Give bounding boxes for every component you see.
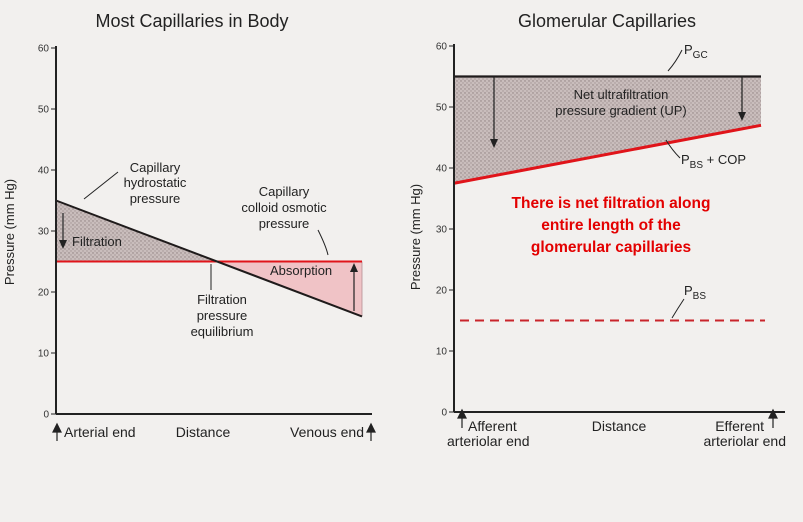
arterial-end-label: Arterial end bbox=[64, 424, 136, 440]
annotation-hydrostatic: Capillary hydrostatic pressure bbox=[83, 160, 187, 206]
pgc-label: PGC bbox=[684, 42, 708, 61]
pgc-sub: GC bbox=[693, 50, 708, 61]
pbs-label: PBS bbox=[684, 283, 706, 302]
venous-end-label: Venous end bbox=[290, 424, 364, 440]
series-line-pbs-cop bbox=[453, 123, 762, 185]
filtration-arrow-head bbox=[59, 240, 67, 249]
y-axis-label: Pressure (mm Hg) bbox=[408, 184, 423, 290]
x-end-label: Venous end bbox=[290, 422, 376, 441]
y-tick-label: 30 bbox=[436, 225, 448, 236]
chart-panel-body-capillaries: Most Capillaries in Body 0 10 20 30 40 50 60 P… bbox=[0, 0, 400, 522]
equilibrium-label-line2: pressure bbox=[197, 308, 248, 323]
annotation-up: Net ultrafiltration pressure gradient (U… bbox=[490, 76, 746, 148]
efferent-label-line1: Efferent bbox=[715, 418, 764, 434]
pgc-leader-line bbox=[667, 49, 683, 72]
x-axis-label: Distance bbox=[592, 418, 647, 434]
y-tick-label: 30 bbox=[38, 227, 50, 238]
y-tick-label: 20 bbox=[38, 288, 50, 299]
pbs-cop-main: P bbox=[681, 152, 690, 167]
annotation-oncotic: Capillary colloid osmotic pressure bbox=[241, 184, 329, 256]
y-tick-label: 50 bbox=[38, 105, 50, 116]
y-tick-label: 0 bbox=[43, 410, 49, 421]
hydrostatic-label-line3: pressure bbox=[130, 191, 181, 206]
y-tick-label: 10 bbox=[38, 349, 50, 360]
absorption-arrow-head bbox=[350, 263, 358, 272]
equilibrium-label-line1: Filtration bbox=[197, 292, 247, 307]
filtration-label: Filtration bbox=[72, 234, 122, 249]
up-arrow-left-head bbox=[490, 139, 498, 148]
annotation-filtration: Filtration bbox=[59, 213, 122, 249]
pbs-leader-line bbox=[671, 298, 685, 319]
pbs-cop-leader-line bbox=[665, 139, 681, 159]
glomerular-capillaries-chart: Glomerular Capillaries 0 10 20 30 40 50 60 Pre… bbox=[408, 11, 787, 449]
afferent-end-arrow-icon bbox=[457, 408, 467, 428]
pbs-cop-sub: BS bbox=[690, 160, 704, 171]
pbs-main: P bbox=[684, 283, 693, 298]
x-start-label: Arterial end bbox=[52, 422, 136, 441]
hydrostatic-label-line1: Capillary bbox=[130, 160, 181, 175]
oncotic-label-line3: pressure bbox=[259, 216, 310, 231]
chart-panel-glomerular-capillaries: Glomerular Capillaries 0 10 20 30 40 50 60 Pre… bbox=[400, 0, 803, 522]
efferent-end-arrow-icon bbox=[768, 408, 778, 428]
body-capillaries-chart: Most Capillaries in Body 0 10 20 30 40 50 60 P… bbox=[2, 11, 376, 441]
afferent-label-line2: arteriolar end bbox=[447, 433, 530, 449]
up-arrow-right-head bbox=[738, 112, 746, 121]
y-tick-label: 60 bbox=[38, 44, 50, 55]
note-line2: entire length of the bbox=[541, 217, 681, 234]
annotation-pgc: PGC bbox=[667, 42, 708, 72]
x-end-label: Efferent arteriolar end bbox=[704, 408, 787, 449]
equilibrium-label-line3: equilibrium bbox=[191, 324, 254, 339]
annotation-pbs-cop: PBS + COP bbox=[665, 139, 746, 171]
annotation-absorption: Absorption bbox=[270, 263, 358, 311]
hydrostatic-leader-line bbox=[83, 171, 119, 200]
oncotic-leader-line bbox=[317, 229, 329, 256]
pgc-main: P bbox=[684, 42, 693, 57]
y-tick-label: 60 bbox=[436, 42, 448, 53]
y-tick-label: 10 bbox=[436, 347, 448, 358]
arterial-end-arrow-icon bbox=[52, 422, 62, 441]
oncotic-label-line2: colloid osmotic bbox=[241, 200, 327, 215]
up-label-line2: pressure gradient (UP) bbox=[555, 103, 687, 118]
pbs-cop-suffix: + COP bbox=[703, 152, 746, 167]
x-axis-label: Distance bbox=[176, 424, 231, 440]
chart-title: Glomerular Capillaries bbox=[518, 11, 696, 31]
hydrostatic-label-line2: hydrostatic bbox=[124, 175, 187, 190]
pbs-sub: BS bbox=[693, 291, 707, 302]
oncotic-label-line1: Capillary bbox=[259, 184, 310, 199]
up-label-line1: Net ultrafiltration bbox=[574, 87, 669, 102]
ultrafiltration-region bbox=[454, 76, 761, 184]
y-tick-label: 50 bbox=[436, 103, 448, 114]
afferent-label-line1: Afferent bbox=[468, 418, 517, 434]
y-tick-label: 40 bbox=[38, 166, 50, 177]
series-line-hydrostatic bbox=[55, 199, 363, 318]
efferent-label-line2: arteriolar end bbox=[704, 433, 787, 449]
pbs-cop-label: PBS + COP bbox=[681, 152, 746, 171]
chart-title: Most Capillaries in Body bbox=[95, 11, 288, 31]
absorption-label: Absorption bbox=[270, 263, 332, 278]
y-axis-label: Pressure (mm Hg) bbox=[2, 179, 17, 285]
y-tick-label: 0 bbox=[441, 408, 447, 419]
note-line3: glomerular capillaries bbox=[531, 239, 691, 256]
net-filtration-note: There is net filtration along entire len… bbox=[512, 195, 711, 256]
note-line1: There is net filtration along bbox=[512, 195, 711, 212]
y-tick-label: 40 bbox=[436, 164, 448, 175]
annotation-pbs: PBS bbox=[671, 283, 706, 319]
y-tick-label: 20 bbox=[436, 286, 448, 297]
venous-end-arrow-icon bbox=[366, 422, 376, 441]
annotation-equilibrium: Filtration pressure equilibrium bbox=[191, 264, 254, 339]
x-start-label: Afferent arteriolar end bbox=[447, 408, 530, 449]
